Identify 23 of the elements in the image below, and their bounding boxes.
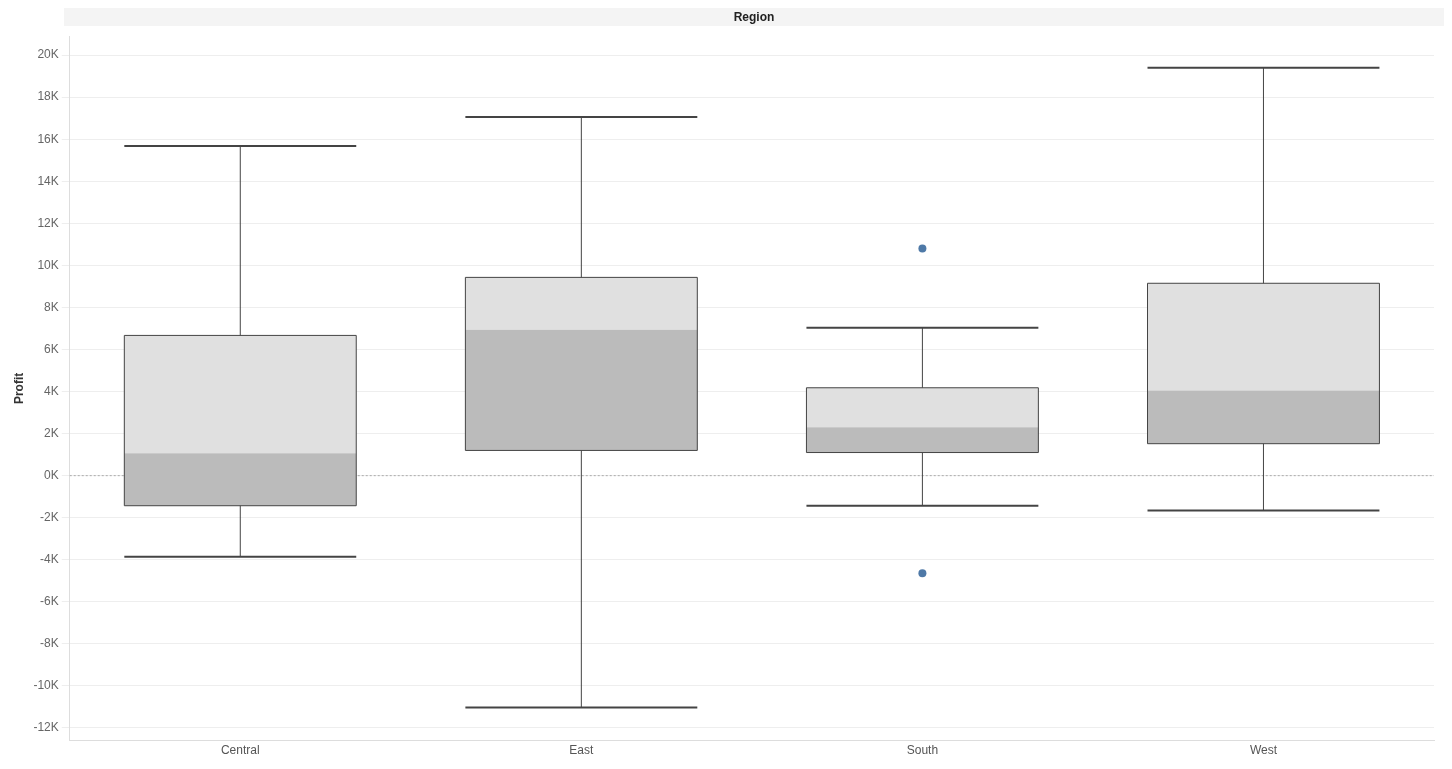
y-axis-title: Profit (11, 372, 26, 405)
y-tick-label: 10K (37, 257, 59, 272)
y-tick-label: 12K (37, 215, 59, 230)
y-tick-label: 4K (44, 383, 59, 398)
y-tick-label: 18K (37, 89, 59, 104)
y-tick-label: -8K (40, 636, 59, 651)
y-tick-label: 0K (44, 467, 59, 482)
y-tick-label: -6K (40, 594, 59, 609)
y-tick-label: -2K (40, 510, 59, 525)
y-tick-label: -12K (33, 720, 59, 735)
y-tick-label: 20K (37, 47, 59, 62)
y-tick-label: 8K (44, 299, 59, 314)
y-tick-label: 6K (44, 341, 59, 356)
y-tick-label: 16K (37, 131, 59, 146)
x-tick-label: East (569, 743, 595, 758)
y-tick-label: 2K (44, 425, 59, 440)
x-tick-label: Central (220, 743, 260, 758)
x-axis-title: Region (64, 8, 1444, 26)
x-tick-label: West (1249, 743, 1278, 758)
y-tick-label: -10K (33, 678, 59, 693)
x-tick-label: South (906, 743, 939, 758)
y-tick-label: 14K (37, 173, 59, 188)
y-tick-label: -4K (40, 552, 59, 567)
